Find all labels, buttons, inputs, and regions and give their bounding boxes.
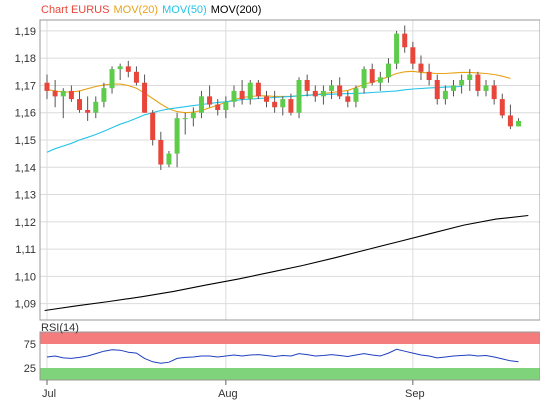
x-tick-label: Sep [405, 388, 425, 400]
candle-body [426, 71, 432, 80]
candle-body [394, 33, 400, 64]
legend-item: MOV(20) [113, 4, 158, 16]
candle-body [247, 82, 253, 100]
candle-body [93, 101, 99, 113]
candles [44, 25, 522, 170]
y-tick-labels: 1,19 1,18 1,17 1,16 1,15 1,14 1,13 1,12 1,11 1,10… [15, 26, 36, 375]
candle-body [77, 99, 83, 110]
ma20-line [46, 70, 511, 114]
candle-body [402, 33, 408, 48]
candle-body [239, 90, 245, 100]
y-tick-label: 1,09 [15, 299, 36, 311]
candle-body [377, 77, 383, 83]
y-tick-label: 1,14 [15, 162, 36, 174]
candle-body [272, 101, 278, 108]
y-tick-label: 1,12 [15, 217, 36, 229]
candle-body [459, 80, 465, 86]
rsi-line-group [46, 348, 519, 364]
candle-body [60, 90, 66, 97]
candle-body [264, 96, 270, 102]
candle-body [507, 115, 513, 127]
candle-body [320, 90, 326, 97]
moving-average-lines [44, 70, 529, 312]
candle-body [158, 140, 164, 165]
candle-body [442, 90, 448, 100]
y-tick-label: 1,18 [15, 53, 36, 65]
y-tick-label: 1,10 [15, 271, 36, 283]
rsi-y-tick-label: 25 [24, 363, 36, 375]
candle-body [483, 85, 489, 91]
rsi-bands [40, 332, 540, 380]
candle-body [434, 80, 440, 100]
candle-body [109, 69, 115, 89]
main-grid [40, 30, 540, 305]
candle-body [516, 120, 522, 127]
legend-item: MOV(50) [162, 4, 207, 16]
candle-body [337, 85, 343, 97]
candle-body [418, 63, 424, 72]
legend-item: MOV(200) [211, 4, 262, 16]
ma50-line [46, 85, 462, 153]
rsi-y-tick-label: 75 [24, 339, 36, 351]
rsi-overbought-zone [40, 332, 540, 344]
main-panel-frame [39, 19, 540, 321]
candle-body [190, 112, 196, 119]
candle-body [142, 82, 148, 113]
candle-body [499, 99, 505, 116]
candle-body [304, 80, 310, 91]
candle-body [182, 118, 188, 120]
candle-body [467, 74, 473, 80]
candle-body [223, 101, 229, 110]
y-tick-label: 1,16 [15, 108, 36, 120]
ma200-line [44, 214, 529, 312]
candle-body [369, 69, 375, 83]
candle-body [491, 85, 497, 100]
candle-body [117, 66, 123, 70]
rsi-line [46, 348, 519, 364]
candle-body [125, 66, 131, 72]
candle-body [353, 88, 359, 102]
candle-body [475, 74, 481, 91]
x-tick-label: Aug [218, 388, 238, 400]
candle-body [410, 47, 416, 64]
candle-body [361, 69, 367, 89]
x-tick-labels: JulAugSepOkt [42, 380, 425, 400]
x-tick-label: Jul [42, 388, 56, 400]
legend-item: Chart EURUS [41, 4, 109, 16]
candle-body [44, 82, 50, 91]
candle-body [85, 110, 91, 113]
candle-body [166, 153, 172, 165]
candle-body [451, 85, 456, 91]
candle-body [296, 80, 302, 113]
candle-body [231, 90, 237, 102]
candle-body [133, 71, 139, 83]
candle-body [385, 63, 391, 78]
candle-body [101, 88, 107, 102]
candle-body [288, 99, 294, 113]
candle-body [255, 82, 261, 97]
candle-body [207, 96, 213, 105]
y-tick-label: 1,15 [15, 135, 36, 147]
chart-legend: Chart EURUS MOV(20) MOV(50) MOV(200) [41, 4, 261, 16]
rsi-title: RSI(14) [41, 322, 79, 334]
candle-body [215, 104, 221, 110]
candle-body [345, 96, 351, 102]
candle-body [52, 90, 58, 97]
y-tick-label: 1,11 [15, 244, 36, 256]
y-tick-label: 1,17 [15, 80, 36, 92]
rsi-panel-frame [39, 331, 540, 381]
candle-body [280, 99, 286, 108]
y-tick-label: 1,19 [15, 26, 36, 38]
rsi-oversold-zone [40, 368, 540, 380]
candle-body [312, 90, 318, 97]
candle-body [68, 90, 74, 100]
candle-body [198, 96, 204, 113]
candle-body [150, 112, 156, 140]
candle-body [329, 85, 335, 91]
candle-body [174, 118, 180, 154]
y-tick-label: 1,13 [15, 190, 36, 202]
